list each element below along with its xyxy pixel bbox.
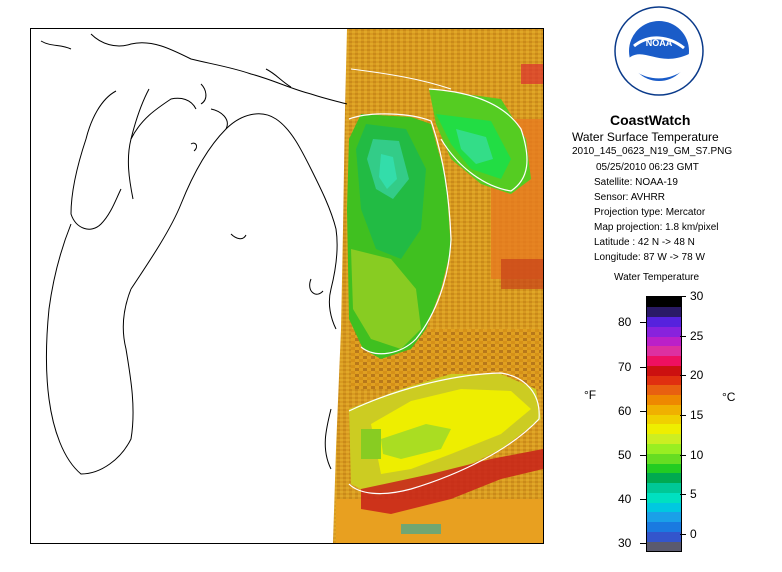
subtitle: Water Surface Temperature <box>572 130 719 144</box>
sst-swath <box>333 29 543 543</box>
celsius-tick-label: 15 <box>690 408 704 423</box>
color-bar-segment <box>647 297 681 308</box>
unit-fahrenheit: °F <box>584 388 597 402</box>
satellite: Satellite: NOAA-19 <box>594 177 678 188</box>
color-bar-segment <box>647 502 681 513</box>
celsius-tick-label: 10 <box>690 447 704 462</box>
noaa-logo: NOAA <box>614 6 704 96</box>
longitude: Longitude: 87 W -> 78 W <box>594 252 705 263</box>
fahrenheit-tick-label: 30 <box>618 535 632 550</box>
celsius-tick-label: 30 <box>690 289 704 303</box>
celsius-tick <box>680 375 686 377</box>
color-bar-segment <box>647 394 681 405</box>
color-bar-segment <box>647 355 681 366</box>
celsius-tick-label: 0 <box>690 527 697 542</box>
fahrenheit-tick <box>640 322 646 324</box>
color-bar-segment <box>647 492 681 503</box>
celsius-tick <box>680 335 686 337</box>
color-bar-segment <box>647 531 681 542</box>
latitude: Latitude : 42 N -> 48 N <box>594 237 695 248</box>
color-bar-segment <box>647 326 681 337</box>
color-bar-segment <box>647 336 681 347</box>
color-bar-segment <box>647 345 681 357</box>
celsius-tick-label: 5 <box>690 487 697 502</box>
filename: 2010_145_0623_N19_GM_S7.PNG <box>572 146 733 157</box>
fahrenheit-tick-label: 50 <box>618 447 632 462</box>
color-bar-segment <box>647 472 681 484</box>
color-bar-segment <box>647 414 681 425</box>
color-bar-segment <box>647 404 681 415</box>
color-bar-segment <box>647 375 681 386</box>
datetime: 05/25/2010 06:23 GMT <box>596 162 699 173</box>
title: CoastWatch <box>610 112 691 128</box>
coastline <box>40 33 348 475</box>
map-panel <box>30 28 544 544</box>
celsius-tick <box>680 454 686 456</box>
projection-type: Projection type: Mercator <box>594 207 706 218</box>
fahrenheit-tick <box>640 498 646 500</box>
color-bar-segment <box>647 433 681 445</box>
fahrenheit-tick <box>640 410 646 412</box>
fahrenheit-tick-label: 70 <box>618 359 632 374</box>
fahrenheit-tick-label: 60 <box>618 403 632 418</box>
fahrenheit-tick-label: 40 <box>618 491 632 506</box>
celsius-tick-label: 20 <box>690 368 704 383</box>
color-bar-segment <box>647 316 681 327</box>
color-bar-segment <box>647 482 681 493</box>
color-bar-segment <box>647 306 681 318</box>
color-bar-segment <box>647 463 681 474</box>
celsius-tick-label: 25 <box>690 328 704 343</box>
fahrenheit-tick <box>640 366 646 368</box>
color-bar-segment <box>647 365 681 376</box>
celsius-tick <box>680 415 686 417</box>
fahrenheit-tick <box>640 542 646 544</box>
color-bar-segment <box>647 541 681 552</box>
celsius-tick <box>680 296 686 297</box>
fahrenheit-tick <box>640 454 646 456</box>
celsius-tick <box>680 534 686 536</box>
color-bar-segment <box>647 453 681 464</box>
color-bar <box>646 296 682 552</box>
legend-title: Water Temperature <box>614 272 700 283</box>
color-bar-segment <box>647 424 681 435</box>
sensor: Sensor: AVHRR <box>594 192 665 203</box>
color-bar-segment <box>647 443 681 454</box>
color-bar-segment <box>647 521 681 532</box>
celsius-tick <box>680 494 686 496</box>
map-projection: Map projection: 1.8 km/pixel <box>594 222 719 233</box>
color-bar-segment <box>647 511 681 523</box>
sst-map <box>40 29 543 543</box>
logo-text: NOAA <box>646 38 673 48</box>
unit-celsius: °C <box>722 390 736 404</box>
fahrenheit-tick-label: 80 <box>618 315 632 330</box>
color-bar-segment <box>647 384 681 396</box>
